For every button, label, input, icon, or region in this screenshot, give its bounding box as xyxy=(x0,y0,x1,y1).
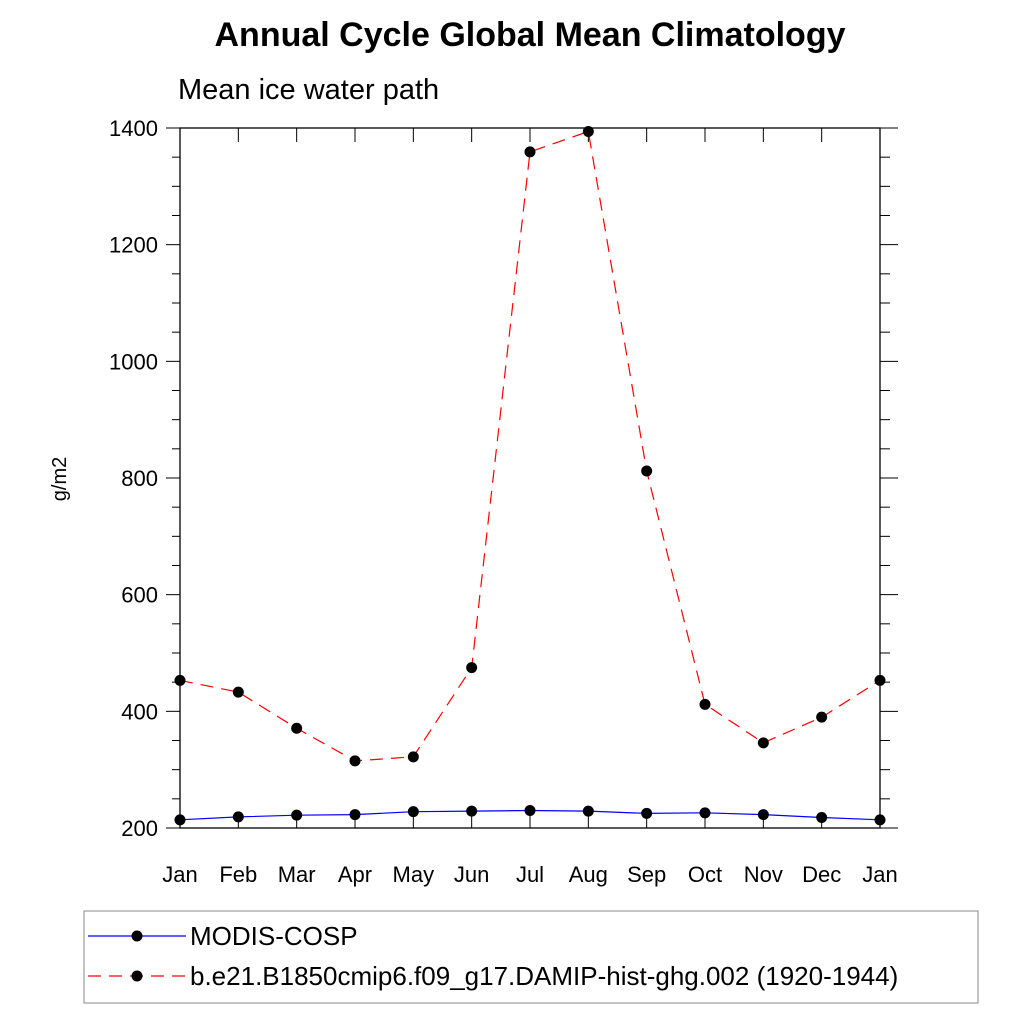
data-point-series-1 xyxy=(232,811,244,823)
data-point-series-2 xyxy=(407,751,419,763)
data-point-series-1 xyxy=(816,812,828,823)
x-tick-label: Nov xyxy=(744,862,783,887)
x-tick-label: Dec xyxy=(802,862,841,887)
y-axis-label: g/m2 xyxy=(49,457,71,501)
legend-box xyxy=(83,910,979,1004)
chart-title: Annual Cycle Global Mean Climatology xyxy=(215,16,846,54)
x-tick-label: Jun xyxy=(454,862,489,887)
y-tick-label: 800 xyxy=(121,466,158,491)
y-tick-label: 1000 xyxy=(109,349,158,374)
data-point-series-2 xyxy=(582,126,594,137)
data-point-series-1 xyxy=(524,805,536,816)
x-tick-label: Oct xyxy=(688,862,722,887)
x-tick-label: Apr xyxy=(338,862,372,887)
data-point-series-1 xyxy=(407,806,419,818)
x-tick-label: Jul xyxy=(516,862,544,887)
axis-ticks: Jan Feb Mar Apr May Jun Jul Aug Sep Oct Nov Dec Jan2… xyxy=(109,116,898,887)
legend-marker-2 xyxy=(131,970,143,982)
data-point-series-2 xyxy=(291,722,303,734)
x-tick-label: May xyxy=(393,862,435,887)
data-point-series-2 xyxy=(816,711,828,723)
y-tick-label: 1200 xyxy=(109,233,158,258)
y-tick-label: 600 xyxy=(121,583,158,608)
y-tick-label: 200 xyxy=(121,816,158,841)
data-point-series-2 xyxy=(524,146,536,158)
y-tick-label: 400 xyxy=(121,699,158,724)
x-tick-label: Aug xyxy=(569,862,608,887)
legend: MODIS-COSP b.e21.B1850cmip6.f09_g17.DAMIP… xyxy=(83,910,979,1004)
data-point-series-2 xyxy=(349,755,361,767)
x-tick-label: Mar xyxy=(278,862,316,887)
plot-lines xyxy=(174,126,886,826)
legend-label-2: b.e21.B1850cmip6.f09_g17.DAMIP-hist-ghg.… xyxy=(190,961,898,991)
data-point-series-1 xyxy=(641,807,653,819)
data-point-series-2 xyxy=(757,737,769,749)
data-point-series-2 xyxy=(466,662,478,674)
plot-frame xyxy=(179,127,881,829)
x-tick-label: Sep xyxy=(627,862,666,887)
x-tick-label: Jan xyxy=(862,862,897,887)
data-point-series-1 xyxy=(466,805,478,817)
legend-label-1: MODIS-COSP xyxy=(190,921,358,951)
data-point-series-2 xyxy=(641,465,653,477)
data-point-series-1 xyxy=(291,809,303,821)
data-point-series-1 xyxy=(582,805,594,817)
data-point-series-2 xyxy=(699,698,711,710)
data-point-series-1 xyxy=(699,807,711,819)
chart-subtitle: Mean ice water path xyxy=(178,74,439,106)
data-point-series-1 xyxy=(349,809,361,821)
data-point-series-1 xyxy=(757,809,769,821)
x-tick-label: Feb xyxy=(219,862,257,887)
data-point-series-2 xyxy=(232,686,244,698)
legend-marker-1 xyxy=(131,930,143,942)
y-tick-label: 1400 xyxy=(109,116,158,141)
series-line-2 xyxy=(179,130,881,762)
x-tick-label: Jan xyxy=(162,862,197,887)
